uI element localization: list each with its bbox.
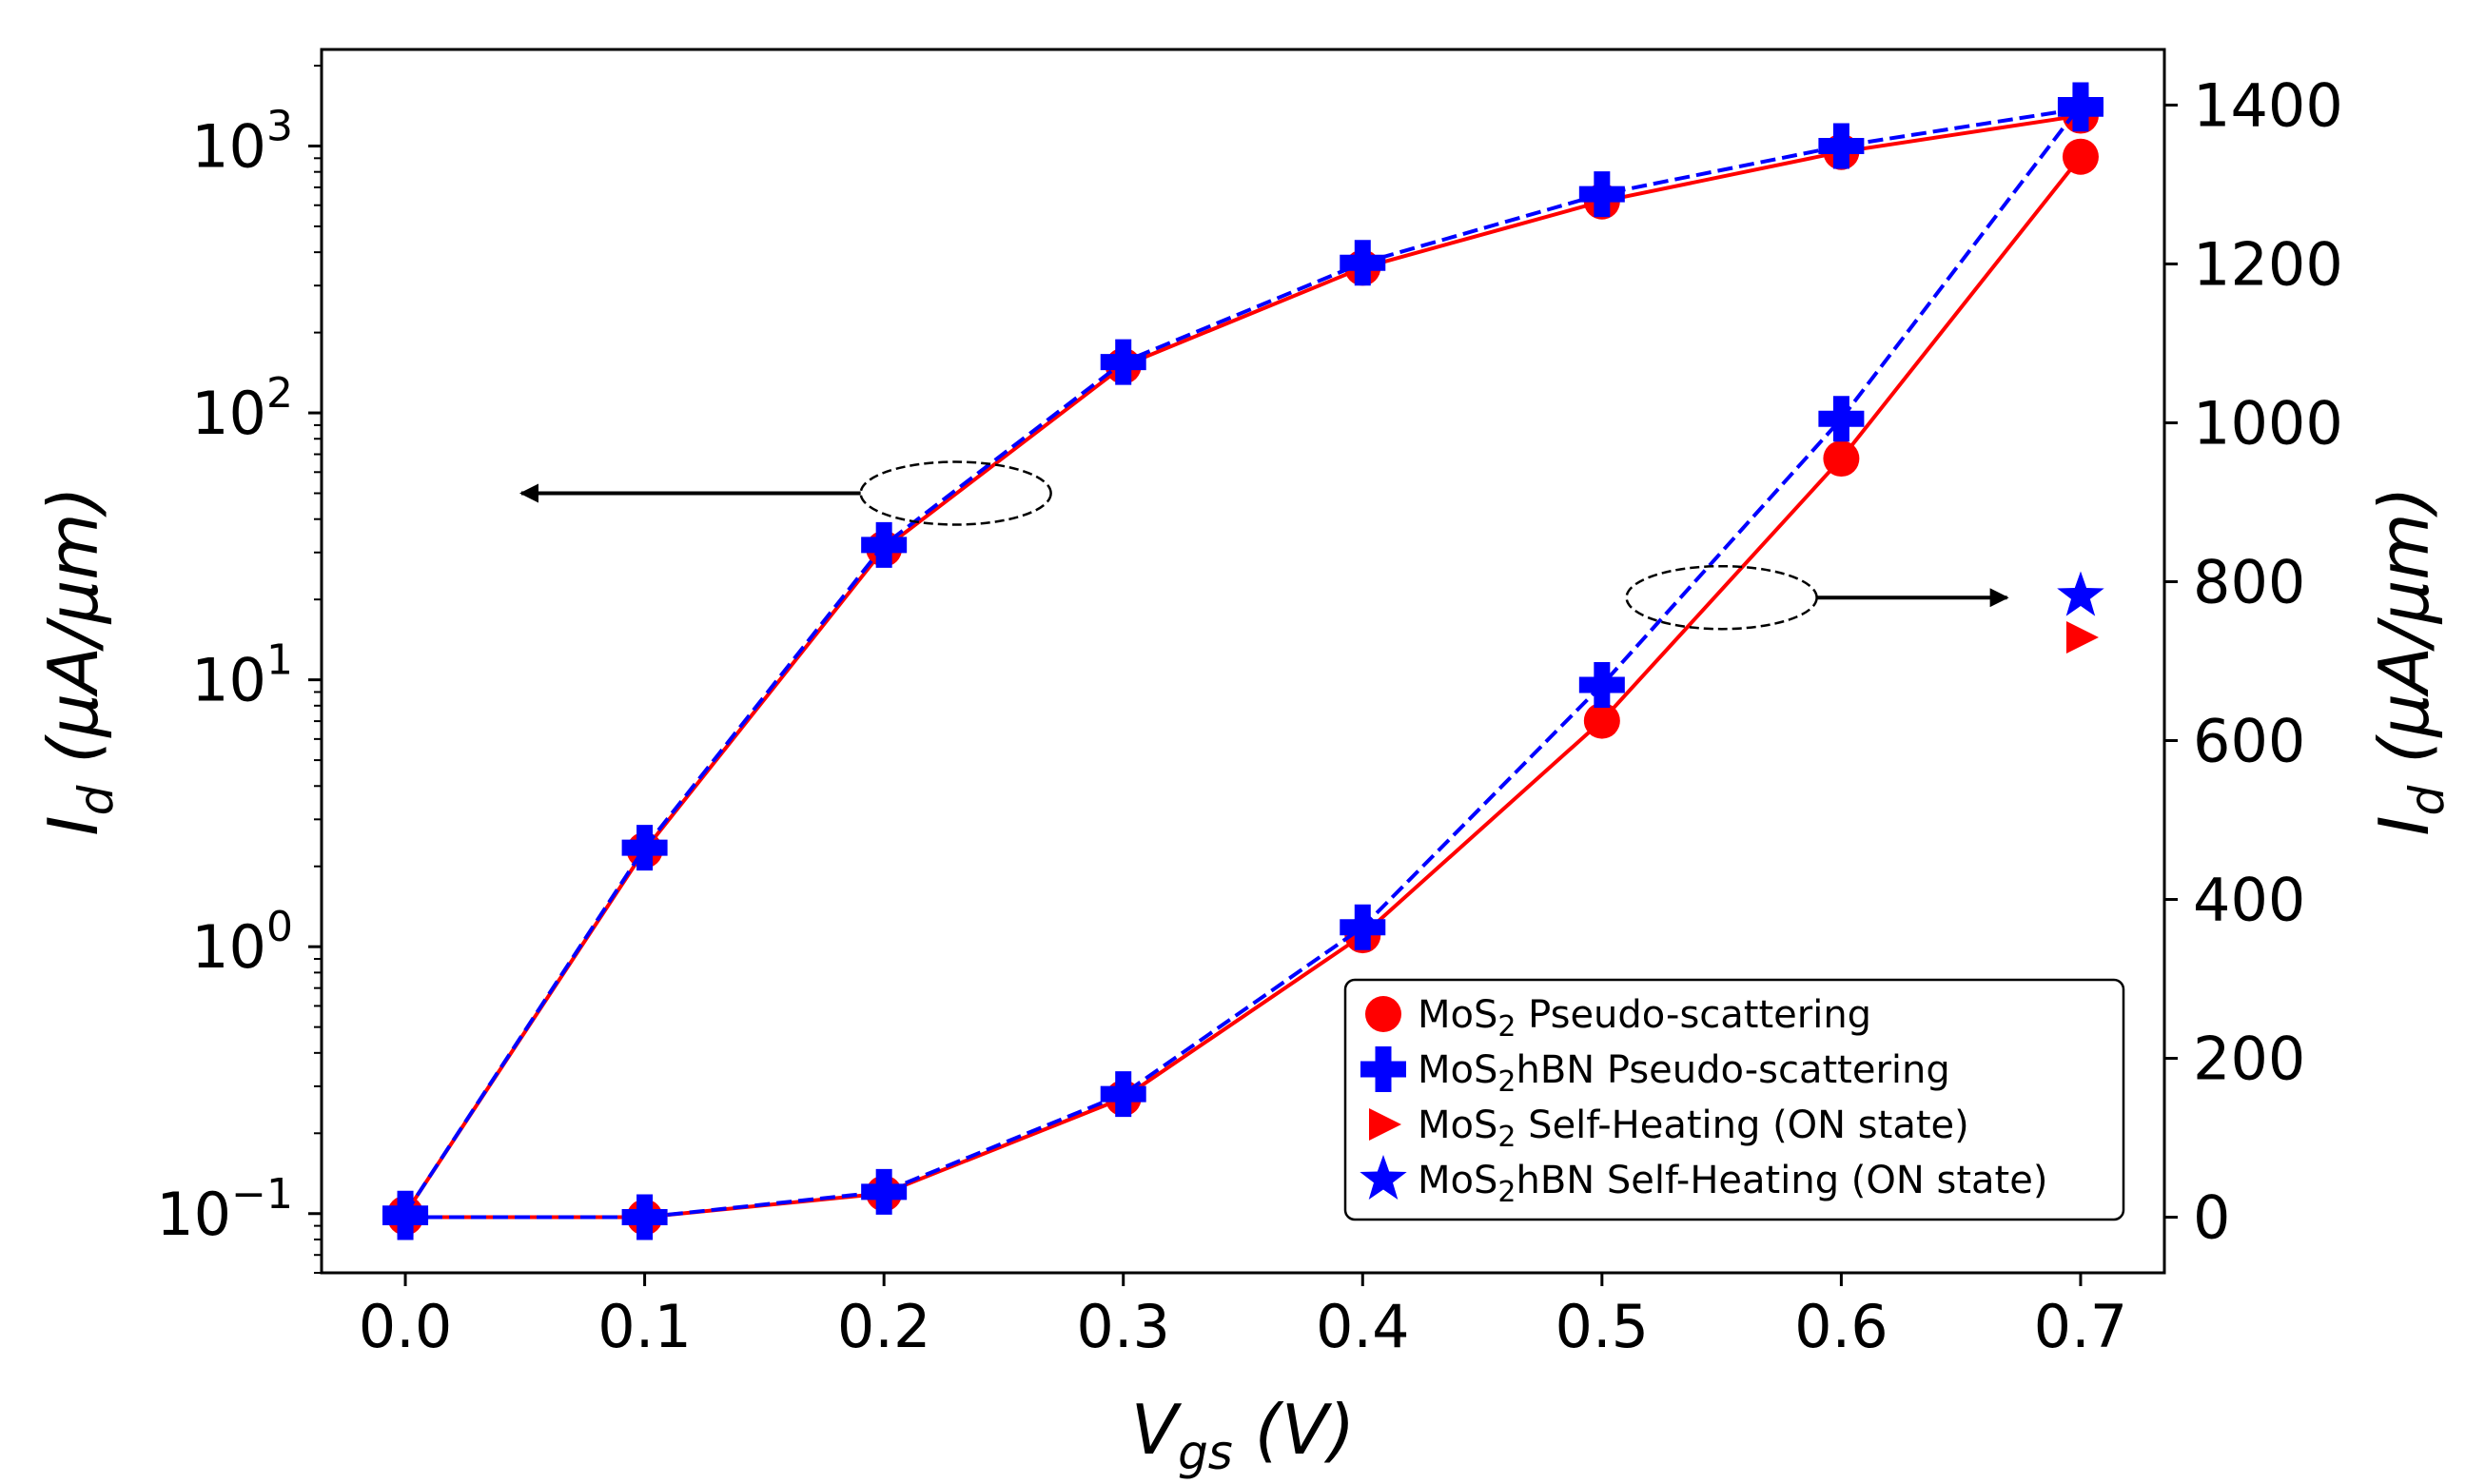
series-line	[403, 107, 2082, 1215]
x-tick-label: 0.7	[2034, 1292, 2128, 1361]
legend-label: MoS2 Pseudo-scattering	[1418, 993, 1871, 1044]
x-tick-label: 0.6	[1794, 1292, 1888, 1361]
series-3	[382, 82, 2103, 1240]
x-axis-title: Vgs (V)	[1131, 1390, 1355, 1480]
annotation-ellipse	[1625, 564, 1818, 631]
data-point	[621, 1194, 668, 1240]
data-point	[1100, 339, 1146, 385]
y-left-tick-label: 103	[191, 102, 293, 181]
series-line	[405, 155, 2083, 1220]
data-point	[1340, 240, 1386, 286]
y-right-tick-label: 1000	[2193, 388, 2343, 458]
y-right-tick-label: 0	[2193, 1183, 2230, 1253]
legend-marker	[1360, 1155, 1407, 1200]
x-tick-label: 0.0	[359, 1292, 453, 1361]
x-tick-label: 0.4	[1316, 1292, 1410, 1361]
data-point	[861, 1168, 908, 1215]
data-point	[1578, 171, 1625, 218]
x-tick-label: 0.3	[1076, 1292, 1170, 1361]
plot-frame	[320, 48, 2166, 1275]
y-right-axis-title: Id (µA/µm)	[2364, 486, 2455, 835]
x-tick-label: 0.2	[837, 1292, 931, 1361]
series-4	[2065, 620, 2099, 654]
left-y-axis-ticks: 10−1 100 101 102 103	[156, 65, 322, 1274]
x-tick-label: 0.5	[1556, 1292, 1650, 1361]
annotations	[519, 460, 2009, 631]
y-right-tick-label: 200	[2193, 1025, 2305, 1094]
y-right-tick-label: 1400	[2193, 70, 2343, 140]
data-point	[1340, 904, 1386, 950]
x-tick-label: 0.1	[597, 1292, 692, 1361]
data-point	[2057, 571, 2104, 616]
legend-label: MoS2hBN Pseudo-scattering	[1418, 1048, 1950, 1099]
data-point	[2057, 82, 2103, 128]
annotation-left	[519, 460, 1052, 526]
data-point	[1818, 123, 1865, 169]
legend-label: MoS2 Self-Heating (ON state)	[1418, 1103, 1969, 1154]
legend-marker	[1369, 1108, 1401, 1141]
y-left-tick-label: 100	[191, 903, 293, 982]
y-left-tick-label: 10−1	[156, 1170, 293, 1249]
data-point	[621, 825, 668, 871]
y-left-axis-title: Id (µA/µm)	[33, 486, 124, 835]
data-point	[861, 521, 908, 568]
legend-label: MoS2hBN Self-Heating (ON state)	[1418, 1159, 2047, 1209]
data-point	[1100, 1071, 1146, 1118]
data-point	[1583, 702, 1620, 739]
y-left-tick-label: 102	[191, 369, 293, 448]
x-axis-ticks: 0.0 0.1 0.2 0.3 0.4 0.5 0.6 0.7	[359, 1273, 2128, 1361]
data-point	[1823, 440, 1860, 478]
annotation-right	[1625, 564, 2009, 631]
legend-marker	[1360, 1046, 1406, 1092]
right-y-axis-ticks: 0 200 400 600 800 1000 1200 1400	[2164, 70, 2343, 1253]
series-line	[405, 104, 2083, 1220]
data-point	[1578, 662, 1625, 709]
y-right-tick-label: 600	[2193, 707, 2305, 776]
series-line	[403, 113, 2082, 1215]
legend-box	[1343, 978, 2125, 1221]
data-point	[382, 1194, 429, 1240]
series-5	[2057, 571, 2104, 616]
series-layer	[382, 82, 2104, 1240]
annotation-ellipse	[859, 460, 1052, 526]
y-left-tick-label: 101	[191, 636, 293, 715]
y-right-tick-label: 400	[2193, 866, 2305, 935]
y-right-tick-label: 1200	[2193, 229, 2343, 299]
axis-titles: Vgs (V) Id (µA/µm) Id (µA/µm)	[33, 486, 2455, 1480]
y-right-tick-label: 800	[2193, 547, 2305, 616]
data-point	[1818, 396, 1865, 442]
data-point	[2065, 620, 2099, 654]
legend-marker	[1365, 996, 1401, 1032]
data-point	[2062, 138, 2099, 175]
